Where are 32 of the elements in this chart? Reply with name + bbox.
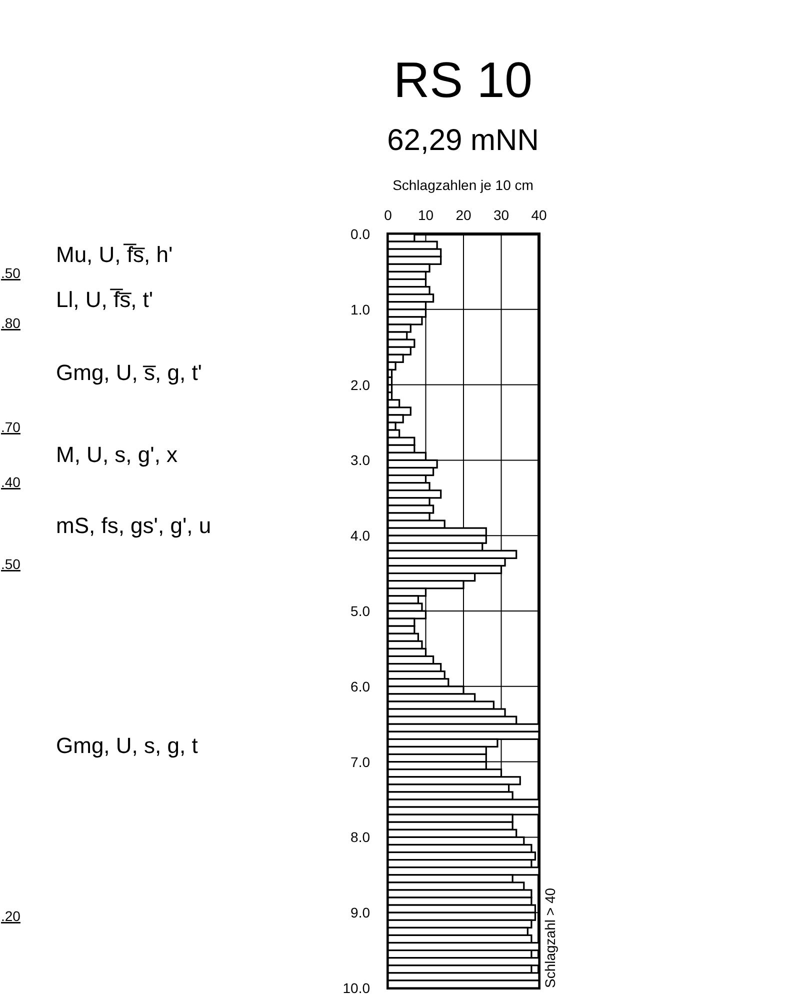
y-tick-label: 7.0 bbox=[350, 754, 370, 770]
y-tick-label: 2.0 bbox=[350, 376, 370, 393]
y-tick-label: 9.0 bbox=[350, 904, 370, 921]
y-tick-label: 5.0 bbox=[350, 603, 370, 619]
text: Mu, U, f̅s̅, h' bbox=[56, 242, 173, 267]
x-tick-label: 20 bbox=[456, 207, 472, 223]
text: .50 bbox=[1, 556, 21, 572]
text: Gmg, U, s, g, t bbox=[56, 733, 198, 758]
text: .50 bbox=[1, 265, 21, 281]
text: .40 bbox=[1, 474, 21, 490]
y-tick-label: 3.0 bbox=[350, 452, 370, 468]
text: Schlagzahl > 40 bbox=[542, 888, 558, 988]
y-tick-label: 0.0 bbox=[350, 226, 370, 242]
y-tick-label: 10.0 bbox=[342, 980, 370, 994]
chart-subtitle: 62,29 mNN bbox=[387, 124, 539, 157]
text: .80 bbox=[1, 315, 21, 331]
text: mS, fs, gs', g', u bbox=[56, 513, 212, 538]
x-tick-label: 10 bbox=[418, 207, 434, 223]
text: M, U, s, g', x bbox=[56, 442, 178, 467]
x-axis-title: Schlagzahlen je 10 cm bbox=[392, 177, 534, 193]
y-tick-label: 6.0 bbox=[350, 678, 370, 694]
x-tick-label: 0 bbox=[384, 207, 392, 223]
text: Gmg, U, s̅, g, t' bbox=[56, 360, 202, 385]
text: .70 bbox=[1, 419, 21, 435]
text: Ll, U, f̅s̅, t' bbox=[56, 287, 154, 312]
y-tick-label: 4.0 bbox=[350, 528, 370, 544]
chart-title: RS 10 bbox=[394, 52, 532, 108]
y-tick-label: 1.0 bbox=[350, 301, 370, 318]
x-tick-label: 40 bbox=[531, 207, 547, 223]
x-tick-label: 30 bbox=[493, 207, 510, 223]
y-tick-label: 8.0 bbox=[350, 829, 370, 846]
text: .20 bbox=[1, 908, 21, 924]
